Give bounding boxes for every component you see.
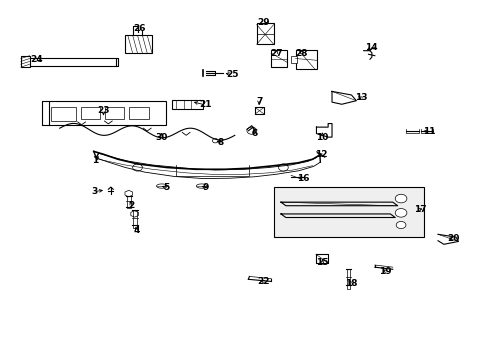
Text: 6: 6: [250, 129, 257, 138]
Circle shape: [212, 139, 218, 143]
Bar: [105, 107, 124, 119]
Bar: [129, 107, 148, 119]
Text: 27: 27: [269, 49, 282, 58]
Bar: [256, 23, 273, 44]
Bar: [295, 50, 317, 69]
Text: 22: 22: [257, 277, 270, 286]
Circle shape: [394, 208, 406, 217]
Bar: [171, 100, 203, 109]
Ellipse shape: [156, 184, 167, 188]
Text: 16: 16: [296, 174, 308, 183]
Text: 25: 25: [225, 70, 238, 79]
Text: 15: 15: [315, 258, 328, 267]
Text: 19: 19: [378, 267, 391, 276]
Text: 17: 17: [413, 205, 426, 214]
Text: 5: 5: [163, 183, 169, 192]
Text: 1: 1: [91, 156, 98, 165]
Text: 11: 11: [422, 127, 435, 136]
Text: 26: 26: [133, 24, 146, 33]
Text: 10: 10: [315, 132, 328, 141]
Text: 24: 24: [31, 55, 43, 64]
Text: 29: 29: [257, 18, 270, 27]
Text: 20: 20: [447, 234, 459, 243]
Bar: [21, 56, 30, 67]
Text: 4: 4: [133, 225, 140, 234]
Text: 8: 8: [217, 138, 223, 147]
Bar: [51, 107, 76, 121]
Bar: [273, 187, 424, 237]
Text: 9: 9: [202, 183, 208, 192]
Ellipse shape: [196, 184, 206, 188]
Bar: [255, 108, 264, 114]
Bar: [125, 35, 152, 53]
Text: 7: 7: [255, 97, 262, 106]
Text: 18: 18: [345, 279, 357, 288]
Text: 13: 13: [354, 93, 366, 102]
Text: 23: 23: [97, 106, 109, 115]
Circle shape: [394, 194, 406, 203]
Circle shape: [395, 221, 405, 229]
Text: 2: 2: [128, 201, 135, 210]
Text: 30: 30: [155, 132, 168, 141]
Bar: [81, 107, 100, 119]
Text: 14: 14: [364, 43, 376, 52]
Bar: [23, 58, 116, 66]
Circle shape: [132, 164, 142, 171]
Text: 12: 12: [314, 150, 327, 159]
Bar: [290, 56, 296, 63]
Bar: [49, 102, 165, 125]
Text: 28: 28: [295, 49, 307, 58]
Circle shape: [278, 164, 287, 171]
Circle shape: [246, 127, 256, 134]
Text: 3: 3: [91, 187, 98, 196]
Bar: [271, 50, 286, 67]
Text: 21: 21: [199, 100, 211, 109]
